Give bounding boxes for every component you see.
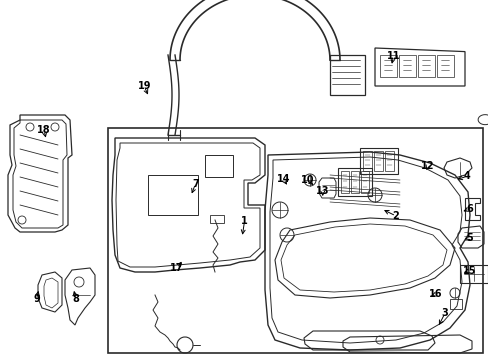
Bar xyxy=(398,55,415,77)
Text: 3: 3 xyxy=(441,308,447,318)
Text: 1: 1 xyxy=(241,216,247,226)
Bar xyxy=(449,299,461,309)
Text: 18: 18 xyxy=(37,125,51,135)
Text: 14: 14 xyxy=(276,174,290,184)
Text: 7: 7 xyxy=(192,179,199,189)
Text: 19: 19 xyxy=(137,81,151,91)
Bar xyxy=(329,55,364,95)
Text: 13: 13 xyxy=(315,186,329,196)
Text: 9: 9 xyxy=(33,294,40,304)
Text: 8: 8 xyxy=(72,294,79,304)
Bar xyxy=(148,175,198,215)
Bar xyxy=(350,171,358,193)
Text: 5: 5 xyxy=(465,233,472,243)
Bar xyxy=(384,151,393,171)
Bar xyxy=(108,128,482,353)
Text: 10: 10 xyxy=(301,175,314,185)
Bar xyxy=(362,151,371,171)
Bar xyxy=(204,155,232,177)
Text: 15: 15 xyxy=(462,266,475,276)
Bar xyxy=(340,171,348,193)
Bar xyxy=(209,215,224,223)
Text: 11: 11 xyxy=(386,51,400,61)
Bar xyxy=(360,171,368,193)
Text: 16: 16 xyxy=(427,289,441,300)
Text: 6: 6 xyxy=(465,204,472,214)
Bar xyxy=(373,151,382,171)
Bar xyxy=(337,168,371,196)
Bar xyxy=(359,148,397,174)
Bar xyxy=(459,265,487,283)
Text: 12: 12 xyxy=(420,161,434,171)
Text: 17: 17 xyxy=(170,263,183,273)
Bar xyxy=(417,55,434,77)
Bar xyxy=(436,55,453,77)
Text: 4: 4 xyxy=(463,171,469,181)
Text: 2: 2 xyxy=(392,211,399,221)
Bar xyxy=(379,55,396,77)
